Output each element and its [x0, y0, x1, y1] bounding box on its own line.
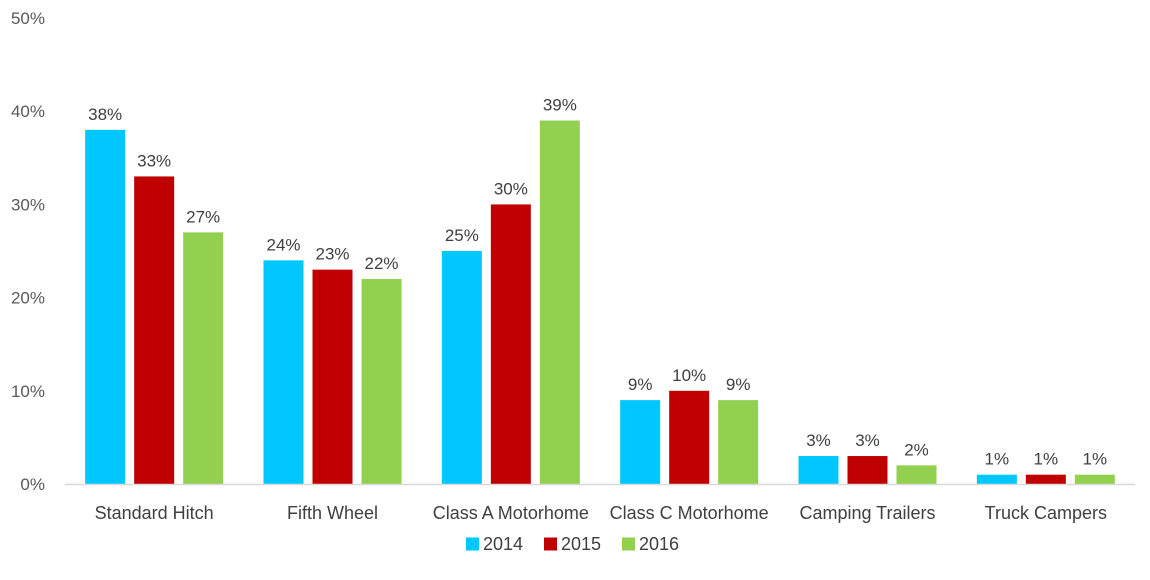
bar-2014: [798, 456, 839, 484]
category-label: Class C Motorhome: [610, 503, 769, 523]
bar-2015: [134, 176, 175, 484]
data-label: 23%: [315, 245, 349, 264]
data-label: 3%: [806, 431, 831, 450]
data-label: 38%: [88, 105, 122, 124]
data-label: 1%: [1083, 450, 1108, 469]
bar-2014: [263, 260, 304, 484]
data-label: 27%: [186, 207, 220, 226]
bar-2014: [976, 474, 1017, 484]
legend-label: 2016: [639, 534, 679, 554]
x-axis: Standard Hitch Fifth Wheel Class A Motorho…: [65, 483, 1135, 523]
category-label: Camping Trailers: [799, 503, 935, 523]
legend-swatch-2015: [544, 537, 557, 551]
bar-2016: [896, 465, 937, 484]
y-tick-label: 10%: [11, 382, 45, 401]
data-label: 10%: [672, 366, 706, 385]
data-label: 39%: [543, 96, 577, 115]
category-label: Class A Motorhome: [433, 503, 589, 523]
category-label: Standard Hitch: [95, 503, 214, 523]
bar-2016: [183, 232, 224, 484]
legend-label: 2014: [483, 534, 523, 554]
y-tick-label: 40%: [11, 102, 45, 121]
data-label: 22%: [364, 254, 398, 273]
bar-2016: [361, 278, 402, 484]
data-label: 24%: [266, 235, 300, 254]
data-label: 3%: [855, 431, 880, 450]
legend: 2014 2015 2016: [466, 534, 679, 554]
y-tick-label: 20%: [11, 289, 45, 308]
data-label: 2%: [904, 440, 929, 459]
data-label: 33%: [137, 151, 171, 170]
data-label: 9%: [628, 375, 653, 394]
bar-2014: [441, 251, 482, 484]
legend-swatch-2014: [466, 537, 479, 551]
category-label: Truck Campers: [985, 503, 1107, 523]
data-label: 25%: [445, 226, 479, 245]
y-axis: 0% 10% 20% 30% 40% 50%: [11, 9, 45, 494]
bar-2016: [718, 400, 759, 484]
y-tick-label: 50%: [11, 9, 45, 28]
y-tick-label: 0%: [20, 475, 45, 494]
data-label: 1%: [1034, 450, 1059, 469]
bar-2014: [85, 129, 126, 484]
data-label: 9%: [726, 375, 751, 394]
category-label: Fifth Wheel: [287, 503, 378, 523]
data-labels: 38% 33% 27% 24% 23% 22% 25% 30% 39% 9% 10% 9% 3% 3% 2%…: [88, 96, 1107, 469]
bar-2015: [847, 456, 888, 484]
bar-2015: [490, 204, 531, 484]
bar-2016: [1074, 474, 1115, 484]
y-tick-label: 30%: [11, 195, 45, 214]
data-label: 1%: [985, 450, 1010, 469]
legend-label: 2015: [561, 534, 601, 554]
bar-2016: [539, 120, 580, 485]
bar-2015: [312, 269, 353, 484]
bars: [85, 120, 1115, 485]
bar-2015: [669, 390, 710, 484]
bar-2014: [620, 400, 661, 484]
bar-2015: [1025, 474, 1066, 484]
legend-swatch-2016: [622, 537, 635, 551]
data-label: 30%: [494, 179, 528, 198]
